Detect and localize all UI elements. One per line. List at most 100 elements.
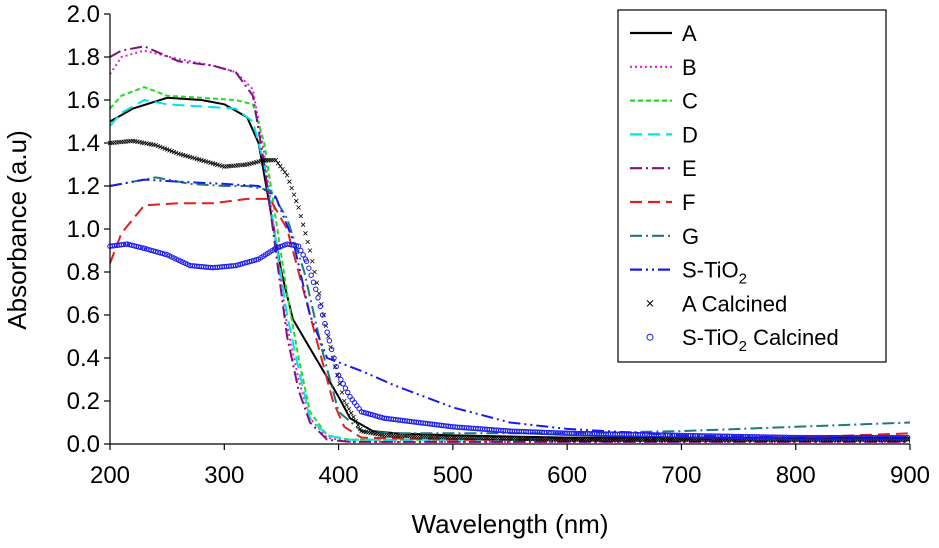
y-tick-label: 1.2 (67, 173, 100, 200)
series-a-calcined-point (346, 406, 352, 412)
series-s-tio2-calcined-point (306, 265, 312, 271)
series-s-tio2-calcined-point (121, 241, 127, 248)
series-a-calcined-point (344, 402, 349, 408)
series-s-tio2-calcined-point (303, 258, 310, 264)
series-s-tio2-calcined-point (162, 251, 168, 257)
series-a-calcined-point (278, 163, 283, 169)
series-a-calcined-point (291, 192, 297, 197)
x-tick-label: 500 (433, 462, 473, 489)
series-a-calcined-point (342, 398, 347, 404)
series-s-tio2-calcined-point (354, 403, 360, 409)
series-a-calcined-point (335, 372, 340, 378)
y-tick-label: 0.6 (67, 302, 100, 329)
series-s-tio2-calcined-point (295, 243, 302, 249)
x-tick-label: 600 (547, 462, 587, 489)
legend-d-label: D (682, 122, 698, 147)
series-a-calcined-point (330, 355, 336, 361)
series-a-calcined-point (280, 166, 285, 172)
series-s-tio2-calcined-point (902, 434, 909, 441)
series-a-calcined-point (339, 390, 345, 395)
series-a-calcined-point (348, 410, 354, 416)
legend-box (617, 9, 887, 363)
legend-e-label: E (682, 156, 697, 181)
y-axis-title: Absorbance (a.u) (2, 130, 32, 329)
x-tick-label: 300 (204, 462, 244, 489)
series-s-tio2-calcined-point (310, 279, 317, 285)
series-a-calcined-point (316, 291, 322, 296)
legend-s-tio2-calcined-label: S-TiO2 Calcined (682, 325, 839, 355)
series-s-tio2-calcined-point (340, 381, 346, 387)
series-s-tio2-calcined-point (905, 434, 911, 441)
y-tick-label: 1.8 (67, 44, 100, 71)
series-s-tio2-calcined-point (326, 338, 333, 344)
y-tick-label: 0.2 (67, 388, 100, 415)
series-s-tio2-calcined-point (331, 355, 337, 361)
series-s-tio2-calcined-markers (107, 241, 911, 441)
series-s-tio2-calcined-point (333, 363, 339, 370)
series-s-tio2-calcined-point (335, 372, 342, 378)
series-s-tio2-calcined-point (138, 244, 144, 251)
series-s-tio2-calcined-point (315, 295, 321, 301)
legend-f-label: F (682, 190, 695, 215)
x-tick-label: 200 (90, 462, 130, 489)
series-s-tio2-calcined-point (253, 257, 259, 263)
series-s-tio2-calcined-point (317, 303, 323, 310)
x-tick-label: 900 (890, 462, 930, 489)
series-a-calcined-point (300, 222, 306, 227)
y-tick-label: 1.0 (67, 216, 100, 243)
series-s-tio2-calcined-point (342, 385, 349, 391)
series-a-calcined-point (326, 334, 331, 339)
series-a-calcined-point (351, 414, 356, 420)
series-a-calcined-point (294, 198, 299, 204)
x-tick-label: 800 (776, 462, 816, 489)
series-b-line (109, 49, 910, 443)
series-s-tio2-calcined-point (298, 247, 304, 254)
ticks-group: 0.0 0.2 0.4 0.6 0.8 1.0 1.2 1.4 1.6 1.8 2.0 200 300 4… (67, 1, 930, 489)
series-s-tio2-calcined-point (308, 272, 314, 278)
legend-a-calcined-label: A Calcined (682, 291, 787, 316)
series-s-tio2-calcined-point (329, 346, 335, 353)
legend-s-tio2-label: S-TiO2 (682, 258, 747, 288)
series-a-calcined-point (289, 185, 294, 191)
series-a-calcined-point (321, 312, 326, 318)
series-g-line (109, 176, 911, 435)
legend-a-label: A (682, 21, 697, 46)
series-s-tio2-calcined-point (313, 286, 319, 292)
legend-s-tio2-calcined-swatch (646, 333, 654, 341)
series-s-tio2-calcined-point (322, 320, 328, 327)
series-s-tio2-calcined-point (351, 400, 358, 406)
series-s-tio2-calcined-point (300, 252, 306, 258)
plot-series-group (107, 45, 911, 443)
y-tick-label: 1.6 (67, 87, 100, 114)
series-a-calcined-point (312, 269, 317, 275)
legend-b-label: B (682, 55, 697, 80)
series-s-tio2-calcined-point (345, 389, 351, 396)
series-a-calcined-point (310, 258, 315, 264)
legend-g-label: G (682, 224, 699, 249)
series-s-tio2-calcined-point (349, 397, 355, 403)
series-a-calcined-point (305, 239, 310, 245)
series-a-calcined-point (355, 422, 361, 428)
legend-a-calcined-swatch (646, 300, 654, 307)
series-s-tio2-calcined-point (347, 394, 353, 400)
y-tick-label: 1.4 (67, 130, 100, 157)
x-tick-label: 700 (661, 462, 701, 489)
series-a-calcined-point (307, 248, 313, 253)
series-a-calcined-point (296, 205, 301, 210)
series-s-tio2-calcined-point (293, 243, 299, 249)
series-a-calcined-point (303, 231, 308, 236)
series-a-calcined-point (284, 172, 290, 178)
series-a-calcined-point (298, 213, 304, 219)
y-tick-label: 0.4 (67, 345, 100, 372)
series-a-calcined-markers (107, 138, 910, 442)
series-a-calcined-point (287, 179, 292, 184)
legend-c-label: C (682, 89, 698, 114)
series-a-calcined-point (282, 169, 288, 175)
y-tick-label: 0.8 (67, 259, 100, 286)
series-s-tio2-calcined-point (324, 329, 330, 335)
series-s-tio2-calcined-point (319, 312, 326, 318)
series-a-calcined-point (353, 418, 358, 424)
x-axis-title: Wavelength (nm) (412, 509, 609, 539)
